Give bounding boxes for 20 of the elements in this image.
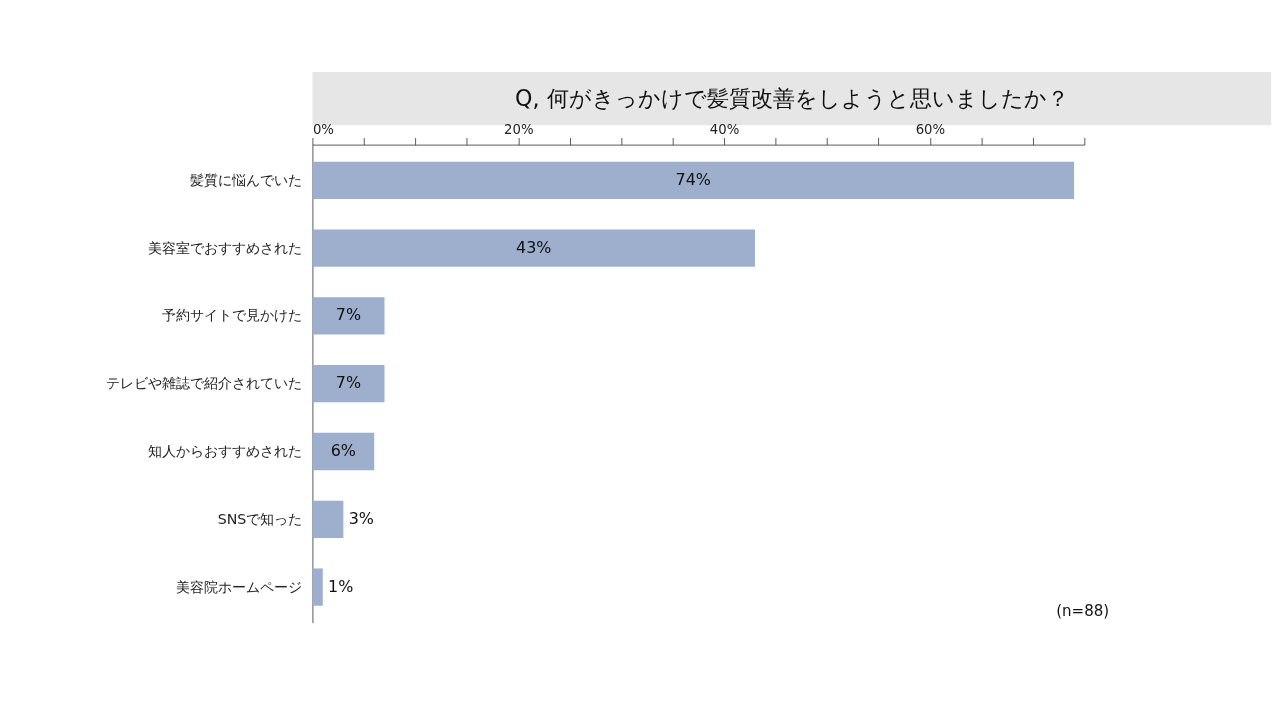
data-label: 74% bbox=[675, 169, 711, 189]
y-tick-label: 美容院ホームページ bbox=[176, 578, 303, 595]
x-tick-label: 0% bbox=[312, 121, 334, 137]
data-label: 1% bbox=[328, 576, 354, 596]
x-tick-label: 20% bbox=[504, 121, 534, 137]
x-tick-label: 40% bbox=[709, 121, 740, 137]
y-tick-label: SNSで知った bbox=[217, 510, 303, 527]
data-label: 7% bbox=[335, 305, 362, 325]
y-tick-label: 髪質に悩んでいた bbox=[190, 171, 303, 188]
y-tick-label: 予約サイトで見かけた bbox=[162, 307, 303, 324]
x-tick-label: 60% bbox=[915, 121, 946, 137]
chart-title: Q, 何がきっかけで髪質改善をしようと思いましたか？ bbox=[515, 84, 1069, 111]
data-label: 7% bbox=[335, 373, 362, 393]
y-tick-label: テレビや雑誌で紹介されていた bbox=[106, 375, 303, 392]
data-label: 43% bbox=[516, 237, 552, 257]
y-tick-label: 知人からおすすめされた bbox=[148, 442, 303, 459]
y-tick-label: 美容室でおすすめされた bbox=[148, 239, 303, 256]
annotation: (n=88) bbox=[1056, 602, 1110, 621]
data-label: 6% bbox=[330, 440, 356, 460]
data-label: 3% bbox=[348, 508, 374, 528]
